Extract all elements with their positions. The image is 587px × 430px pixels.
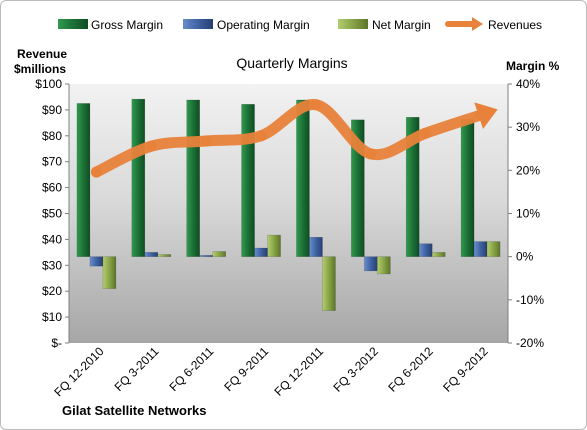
left-axis-tick-label: $20 — [42, 284, 62, 298]
bar-gross-margin-fq-12-2010 — [76, 103, 91, 257]
right-axis-tick-label: 10% — [516, 207, 540, 221]
revenue-point-fq-6-2011 — [200, 135, 212, 147]
x-axis-tick-label: FQ 12-2010 — [51, 344, 106, 399]
legend-swatch-gross-margin — [58, 19, 88, 29]
x-axis-tick-label: FQ 12-2011 — [272, 344, 327, 399]
left-axis-tick-label: $60 — [42, 181, 62, 195]
bar-gross-margin-fq-6-2012 — [405, 116, 420, 257]
left-axis-tick-label: $10 — [42, 310, 62, 324]
right-axis: -20% -10% 0% 10% 20% 30% 40% — [507, 77, 544, 350]
left-axis-tick-label: $100 — [35, 77, 62, 91]
left-axis-tick-label: $30 — [42, 258, 62, 272]
bar-net-margin-fq-9-2012 — [486, 241, 501, 257]
bar-gross-margin-fq-9-2011 — [241, 104, 255, 257]
left-axis-tick-label: $90 — [42, 103, 62, 117]
left-axis-label-line2: $millions — [14, 62, 66, 76]
bar-operating-margin-fq-3-2012 — [364, 256, 378, 272]
bar-operating-margin-fq-9-2011 — [254, 247, 268, 257]
left-axis: $- $10 $20 $30 $40 $50 $60 $70 $80 $90 $100 — [35, 77, 70, 350]
right-axis-tick-label: 30% — [516, 120, 540, 134]
right-axis-tick-label: -20% — [516, 336, 544, 350]
bar-net-margin-fq-3-2011 — [157, 254, 172, 257]
x-axis-tick-label: FQ 6-2012 — [385, 344, 436, 395]
right-axis-tick-label: 20% — [516, 163, 540, 177]
bar-gross-margin-fq-3-2011 — [131, 98, 146, 257]
left-axis-tick-label: $70 — [42, 155, 62, 169]
revenue-point-fq-12-2011 — [310, 99, 322, 111]
bar-gross-margin-fq-9-2012 — [460, 119, 475, 257]
x-axis-tick-label: FQ 3-2012 — [330, 344, 381, 395]
bar-operating-margin-fq-6-2012 — [418, 243, 433, 257]
left-axis-label-line1: Revenue — [17, 47, 67, 61]
bar-operating-margin-fq-3-2011 — [144, 252, 159, 257]
bar-operating-margin-fq-12-2010 — [89, 256, 104, 267]
legend-label-revenues: Revenues — [488, 18, 542, 32]
legend-item-net-margin: Net Margin — [338, 18, 431, 32]
bar-operating-margin-fq-12-2011 — [309, 236, 323, 257]
left-axis-tick-label: $- — [51, 336, 62, 350]
right-axis-tick-label: -10% — [516, 293, 544, 307]
revenue-point-fq-12-2010 — [90, 166, 102, 178]
bar-operating-margin-fq-6-2011 — [199, 255, 213, 257]
left-axis-tick-label: $50 — [42, 207, 62, 221]
chart-title: Quarterly Margins — [236, 55, 347, 71]
x-axis: FQ 12-2010 FQ 3-2011 FQ 6-2011 FQ 9-2011 FQ … — [51, 344, 491, 399]
bar-operating-margin-fq-9-2012 — [473, 241, 488, 257]
x-axis-tick-label: FQ 9-2012 — [440, 344, 491, 395]
left-axis-tick-label: $40 — [42, 232, 62, 246]
legend: Gross Margin Operating Margin Net Margin… — [58, 17, 542, 32]
revenues-line — [90, 99, 487, 178]
bar-net-margin-fq-6-2012 — [431, 252, 446, 257]
bar-net-margin-fq-6-2011 — [212, 251, 226, 257]
revenue-point-fq-3-2011 — [145, 140, 157, 152]
x-axis-tick-label: FQ 6-2011 — [166, 344, 216, 394]
x-axis-tick-label: FQ 9-2011 — [221, 344, 271, 394]
revenue-point-fq-9-2012 — [475, 109, 487, 121]
legend-item-gross-margin: Gross Margin — [58, 18, 163, 32]
legend-item-operating-margin: Operating Margin — [183, 18, 310, 32]
legend-swatch-operating-margin — [183, 19, 213, 29]
left-axis-tick-label: $80 — [42, 129, 62, 143]
bar-net-margin-fq-9-2011 — [267, 234, 281, 257]
revenue-point-fq-9-2011 — [255, 130, 267, 142]
bar-gross-margin-fq-6-2011 — [186, 99, 200, 257]
revenue-point-fq-3-2012 — [365, 148, 377, 160]
legend-label-operating-margin: Operating Margin — [217, 18, 310, 32]
right-axis-label: Margin % — [506, 59, 560, 73]
revenue-point-fq-6-2012 — [420, 127, 432, 139]
bar-net-margin-fq-3-2012 — [377, 256, 391, 275]
right-axis-tick-label: 0% — [516, 250, 534, 264]
legend-swatch-net-margin — [338, 19, 368, 29]
bar-gross-margin-fq-12-2011 — [296, 99, 310, 257]
legend-label-gross-margin: Gross Margin — [91, 18, 163, 32]
bar-net-margin-fq-12-2011 — [322, 256, 336, 311]
legend-item-revenues: Revenues — [445, 17, 542, 32]
right-axis-tick-label: 40% — [516, 77, 540, 91]
bar-net-margin-fq-12-2010 — [102, 256, 117, 289]
legend-label-net-margin: Net Margin — [372, 18, 431, 32]
company-name: Gilat Satellite Networks — [62, 403, 207, 418]
legend-swatch-revenues-arrowhead — [472, 17, 483, 31]
x-axis-tick-label: FQ 3-2011 — [112, 344, 162, 394]
revenue-series — [90, 99, 498, 178]
